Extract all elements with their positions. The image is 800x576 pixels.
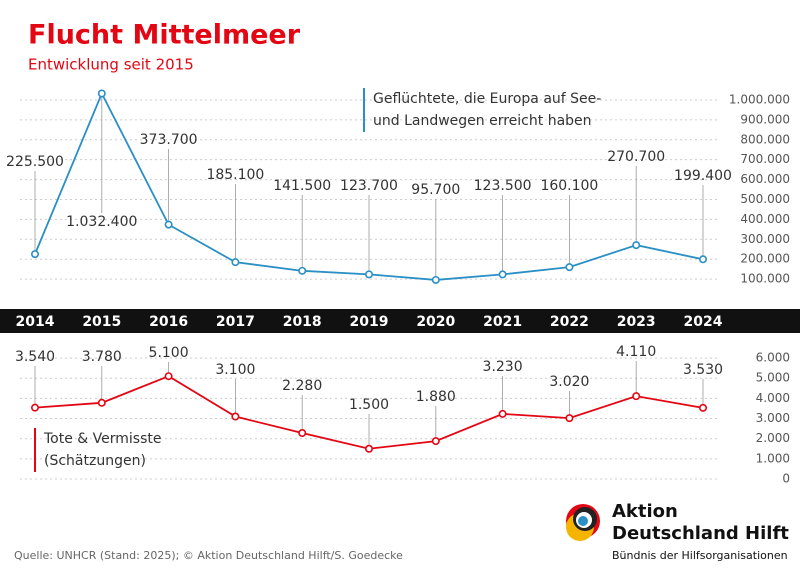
data-point: [431, 275, 440, 284]
x-tick-label: 2023: [617, 314, 656, 330]
data-label: 199.400: [674, 168, 732, 184]
y-tick-label: 500.000: [740, 192, 790, 206]
data-point: [498, 409, 507, 418]
data-point: [298, 266, 307, 275]
legend-entry: Geflüchtete, die Europa auf See- und Lan…: [363, 88, 623, 132]
data-point: [498, 270, 507, 279]
legend-entry: Tote & Vermisste (Schätzungen): [34, 428, 184, 472]
data-point: [231, 412, 240, 421]
data-label: 373.700: [140, 132, 198, 148]
data-label: 1.032.400: [66, 214, 137, 230]
data-point: [164, 372, 173, 381]
data-label: 2.280: [282, 378, 322, 394]
x-tick-label: 2014: [16, 314, 55, 330]
y-tick-label: 1.000.000: [729, 92, 790, 106]
data-point: [565, 414, 574, 423]
y-tick-label: 600.000: [740, 172, 790, 186]
data-label: 1.500: [349, 397, 389, 413]
data-point: [97, 89, 106, 98]
y-tick-label: 200.000: [740, 252, 790, 266]
logo-name: Aktion: [612, 501, 678, 522]
source: Quelle: UNHCR (Stand: 2025); © Aktion De…: [14, 549, 403, 562]
data-point: [565, 263, 574, 272]
data-label: 3.530: [683, 362, 723, 378]
data-point: [30, 250, 39, 259]
y-tick-label: 800.000: [740, 132, 790, 146]
x-tick-label: 2020: [416, 314, 455, 330]
data-point: [231, 258, 240, 267]
data-label: 270.700: [607, 149, 665, 165]
y-tick-label: 1.000: [756, 451, 790, 465]
y-tick-label: 2.000: [756, 431, 790, 445]
data-label: 5.100: [149, 345, 189, 361]
data-label: 3.020: [549, 374, 589, 390]
data-label: 141.500: [273, 178, 331, 194]
data-point: [30, 403, 39, 412]
data-label: 95.700: [411, 182, 460, 198]
logo-tagline: Bündnis der Hilfsorganisationen: [612, 549, 788, 562]
data-point: [632, 241, 641, 250]
x-tick-label: 2015: [82, 314, 121, 330]
data-label: 4.110: [616, 344, 656, 360]
x-tick-label: 2019: [350, 314, 389, 330]
data-point: [364, 270, 373, 279]
y-tick-label: 300.000: [740, 232, 790, 246]
data-label: 225.500: [6, 154, 64, 170]
title: Flucht Mittelmeer: [28, 20, 301, 51]
data-label: 160.100: [540, 178, 598, 194]
data-point: [431, 437, 440, 446]
data-label: 3.100: [215, 362, 255, 378]
y-tick-label: 400.000: [740, 212, 790, 226]
data-point: [632, 392, 641, 401]
y-tick-label: 4.000: [756, 391, 790, 405]
y-tick-label: 6.000: [756, 351, 790, 365]
x-tick-label: 2021: [483, 314, 522, 330]
x-tick-label: 2022: [550, 314, 589, 330]
y-tick-label: 5.000: [756, 371, 790, 385]
data-label: 1.880: [416, 389, 456, 405]
data-label: 185.100: [206, 167, 264, 183]
y-tick-label: 900.000: [740, 112, 790, 126]
data-label: 3.230: [483, 359, 523, 375]
y-tick-label: 100.000: [740, 272, 790, 286]
data-point: [364, 444, 373, 453]
subtitle: Entwicklung seit 2015: [28, 56, 194, 74]
data-point: [97, 398, 106, 407]
logo-name: Deutschland Hilft: [612, 523, 789, 544]
data-point: [298, 429, 307, 438]
year-band: [0, 309, 800, 333]
y-tick-label: 3.000: [756, 411, 790, 425]
x-tick-label: 2017: [216, 314, 255, 330]
data-point: [164, 220, 173, 229]
data-label: 123.700: [340, 178, 398, 194]
y-tick-label: 0: [782, 472, 790, 486]
x-tick-label: 2018: [283, 314, 322, 330]
data-label: 3.540: [15, 349, 55, 365]
logo-icon: [566, 504, 600, 541]
data-point: [698, 255, 707, 264]
data-point: [698, 403, 707, 412]
data-label: 3.780: [82, 349, 122, 365]
y-tick-label: 700.000: [740, 152, 790, 166]
data-label: 123.500: [474, 178, 532, 194]
x-tick-label: 2016: [149, 314, 188, 330]
x-tick-label: 2024: [684, 314, 723, 330]
